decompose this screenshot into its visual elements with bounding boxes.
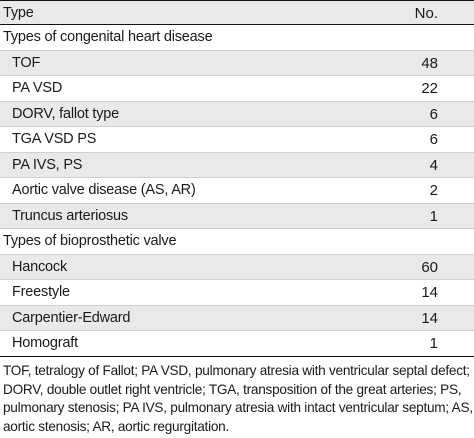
table-row: PA VSD 22 (0, 76, 474, 102)
row-label: Truncus arteriosus (12, 207, 128, 224)
row-value: 6 (429, 105, 438, 123)
row-label: Aortic valve disease (AS, AR) (12, 182, 196, 198)
row-value: 14 (421, 284, 438, 301)
section-row-valve: Types of bioprosthetic valve (0, 229, 474, 255)
row-label: Homograft (12, 335, 78, 351)
row-value: 48 (421, 54, 438, 72)
table-row: TGA VSD PS 6 (0, 127, 474, 153)
section-title-congenital: Types of congenital heart disease (3, 29, 213, 45)
row-value: 6 (429, 131, 438, 148)
row-value: 14 (421, 309, 438, 327)
row-value: 1 (429, 207, 438, 225)
column-header-no: No. (414, 5, 438, 22)
row-value: 60 (421, 258, 438, 276)
data-table: Type No. Types of congenital heart disea… (0, 0, 474, 357)
row-value: 4 (429, 156, 438, 174)
table-row: Homograft 1 (0, 331, 474, 357)
table-row: PA IVS, PS 4 (0, 152, 474, 178)
table-header-row: Type No. (0, 1, 474, 25)
table-row: TOF 48 (0, 50, 474, 76)
column-header-type: Type (3, 5, 34, 21)
row-label: TGA VSD PS (12, 131, 97, 147)
row-label: PA VSD (12, 80, 63, 96)
table-row: Aortic valve disease (AS, AR) 2 (0, 178, 474, 204)
row-label: Carpentier-Edward (12, 309, 131, 326)
table-row: Hancock 60 (0, 254, 474, 280)
row-label: DORV, fallot type (12, 105, 120, 122)
row-value: 2 (429, 182, 438, 199)
section-title-valve: Types of bioprosthetic valve (3, 233, 177, 249)
row-label: PA IVS, PS (12, 156, 83, 173)
row-value: 22 (421, 80, 438, 97)
table-row: Truncus arteriosus 1 (0, 203, 474, 229)
table-row: Carpentier-Edward 14 (0, 305, 474, 331)
row-label: TOF (12, 54, 41, 71)
row-value: 1 (429, 335, 438, 352)
row-label: Freestyle (12, 284, 70, 300)
row-label: Hancock (12, 258, 68, 275)
section-row-congenital: Types of congenital heart disease (0, 25, 474, 51)
table-footnote: TOF, tetralogy of Fallot; PA VSD, pulmon… (3, 363, 473, 434)
table-row: Freestyle 14 (0, 280, 474, 306)
table-row: DORV, fallot type 6 (0, 101, 474, 127)
